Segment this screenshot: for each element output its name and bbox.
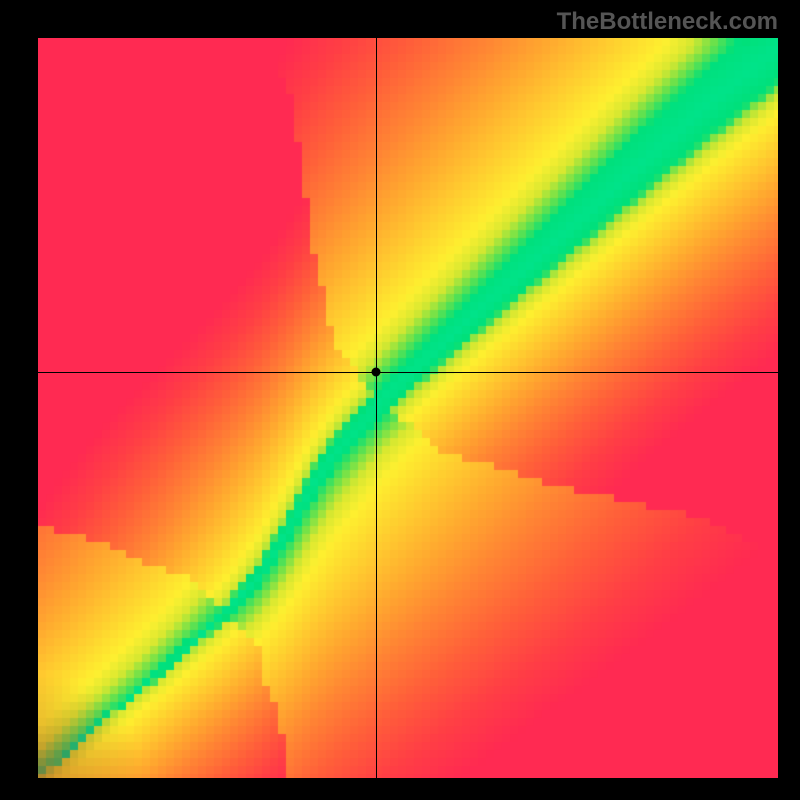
chart-container: TheBottleneck.com: [0, 0, 800, 800]
watermark-text: TheBottleneck.com: [557, 8, 778, 36]
crosshair-vertical-line: [376, 38, 377, 778]
bottleneck-heatmap: [38, 38, 778, 778]
crosshair-horizontal-line: [38, 372, 778, 373]
crosshair-marker-dot: [372, 368, 381, 377]
